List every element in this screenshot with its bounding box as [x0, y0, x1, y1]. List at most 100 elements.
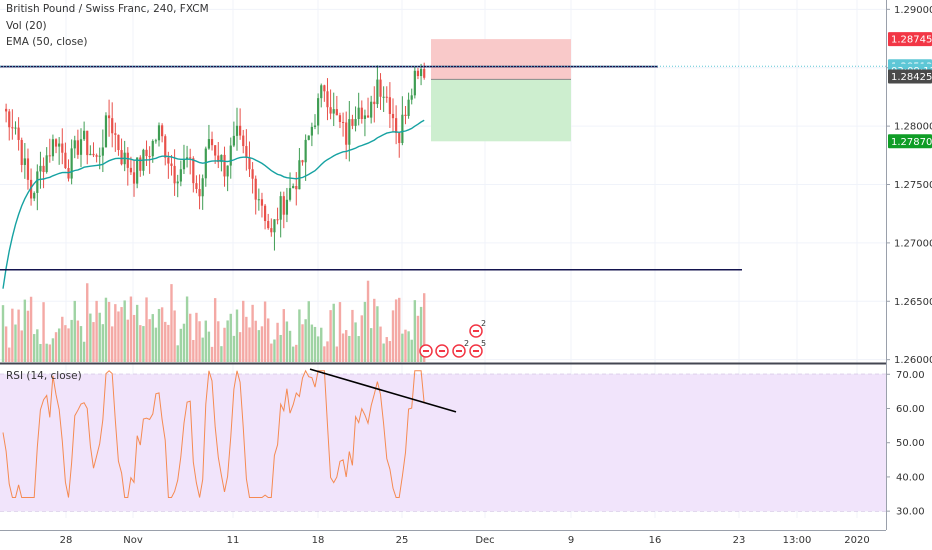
candle-body[interactable] [382, 96, 385, 98]
candle-body[interactable] [76, 140, 79, 155]
candle-body[interactable] [279, 196, 282, 220]
candle-body[interactable] [360, 107, 363, 119]
candle-body[interactable] [298, 160, 301, 190]
rsi-trend-line[interactable] [309, 368, 457, 413]
candle-body[interactable] [58, 143, 61, 147]
candle-body[interactable] [257, 199, 260, 201]
candle-body[interactable] [295, 186, 298, 190]
event-badge[interactable] [419, 344, 433, 358]
candle-body[interactable] [48, 155, 51, 157]
candle-body[interactable] [351, 119, 354, 126]
candle-body[interactable] [313, 125, 317, 127]
event-badge[interactable]: 2 [469, 319, 486, 338]
candle-body[interactable] [366, 115, 370, 118]
candle-body[interactable] [117, 134, 120, 151]
candle-body[interactable] [419, 69, 423, 77]
candle-body[interactable] [301, 160, 304, 163]
candle-body[interactable] [173, 165, 176, 184]
candle-body[interactable] [132, 172, 136, 184]
event-badge[interactable] [435, 344, 449, 358]
candle-body[interactable] [395, 118, 398, 134]
candle-body[interactable] [220, 154, 223, 163]
candle-body[interactable] [20, 139, 23, 165]
candle-body[interactable] [36, 171, 39, 193]
candle-body[interactable] [61, 143, 64, 153]
candle-body[interactable] [201, 178, 204, 197]
candle-body[interactable] [229, 145, 232, 166]
candle-body[interactable] [391, 113, 395, 119]
candle-body[interactable] [182, 159, 186, 170]
candle-body[interactable] [73, 140, 76, 149]
candle-body[interactable] [232, 135, 235, 146]
candle-body[interactable] [64, 152, 67, 169]
candle-body[interactable] [373, 101, 376, 105]
candle-body[interactable] [79, 139, 83, 155]
candle-body[interactable] [254, 178, 257, 200]
candle-body[interactable] [161, 125, 164, 137]
candle-body[interactable] [195, 183, 198, 190]
candle-body[interactable] [70, 148, 73, 179]
candle-body[interactable] [248, 157, 251, 170]
candle-body[interactable] [323, 85, 326, 92]
candle-body[interactable] [204, 148, 207, 179]
candle-body[interactable] [385, 96, 388, 98]
candle-body[interactable] [416, 70, 420, 77]
event-badge[interactable]: 5 [469, 339, 486, 358]
candle-body[interactable] [192, 158, 195, 184]
event-badge[interactable]: 2 [452, 339, 469, 358]
candle-body[interactable] [263, 205, 267, 222]
candle-body[interactable] [104, 115, 108, 148]
price-axis[interactable]: 1.290001.285001.280001.275001.270001.265… [886, 5, 932, 366]
candle-body[interactable] [357, 107, 360, 120]
candle-body[interactable] [54, 139, 58, 147]
candle-body[interactable] [210, 139, 214, 146]
candle-body[interactable] [42, 165, 45, 173]
candle-body[interactable] [423, 69, 426, 78]
candle-body[interactable] [157, 125, 161, 141]
candle-body[interactable] [136, 157, 139, 184]
candle-body[interactable] [338, 115, 342, 122]
candle-body[interactable] [404, 114, 407, 116]
candle-body[interactable] [270, 228, 273, 233]
candle-body[interactable] [376, 79, 379, 105]
candle-body[interactable] [413, 70, 416, 96]
candle-body[interactable] [320, 85, 323, 99]
candle-body[interactable] [282, 196, 285, 215]
candle-body[interactable] [285, 199, 289, 215]
candle-body[interactable] [167, 157, 170, 164]
candle-body[interactable] [14, 127, 17, 129]
candle-body[interactable] [176, 181, 179, 184]
candle-body[interactable] [51, 139, 55, 157]
candles[interactable] [5, 62, 426, 251]
candle-body[interactable] [95, 155, 98, 157]
position-stop-zone[interactable] [431, 39, 571, 80]
candle-body[interactable] [98, 155, 101, 157]
candle-body[interactable] [189, 157, 192, 159]
candle-body[interactable] [329, 107, 332, 114]
candle-body[interactable] [170, 163, 173, 166]
candle-body[interactable] [267, 221, 270, 229]
candle-body[interactable] [139, 157, 142, 171]
candle-body[interactable] [126, 152, 129, 168]
candle-body[interactable] [207, 139, 211, 149]
candle-body[interactable] [92, 153, 95, 156]
candle-body[interactable] [120, 150, 123, 165]
position-target-zone[interactable] [431, 79, 571, 142]
candle-body[interactable] [317, 98, 320, 126]
candle-body[interactable] [129, 167, 133, 173]
candle-body[interactable] [148, 156, 151, 158]
candle-body[interactable] [101, 147, 104, 156]
candle-body[interactable] [273, 219, 276, 233]
candle-body[interactable] [89, 153, 92, 156]
candle-body[interactable] [288, 188, 292, 200]
candle-body[interactable] [410, 95, 413, 100]
candle-body[interactable] [407, 99, 410, 116]
candle-body[interactable] [304, 139, 307, 163]
candle-body[interactable] [276, 219, 279, 221]
candle-body[interactable] [326, 91, 329, 108]
candle-body[interactable] [26, 158, 30, 180]
candle-body[interactable] [398, 133, 401, 144]
time-axis[interactable]: 28 Nov 11 18 25 Dec 9 16 23 13:00 2020 [60, 535, 870, 546]
candle-body[interactable] [307, 135, 310, 140]
